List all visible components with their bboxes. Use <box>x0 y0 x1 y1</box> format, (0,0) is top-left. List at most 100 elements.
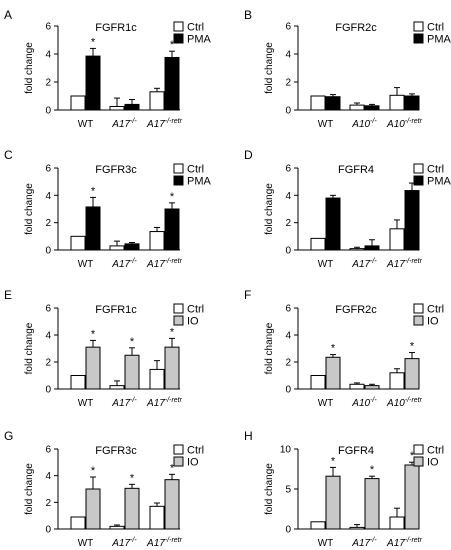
bar-pma <box>164 57 180 111</box>
category-name: WT <box>78 538 94 549</box>
bar-ctrl <box>310 521 326 530</box>
x-tick-label: A17-/-retr <box>146 397 183 409</box>
bar-pma <box>325 96 341 111</box>
bar-ctrl <box>389 94 405 111</box>
panel-letter: A <box>4 8 12 22</box>
bar-io <box>85 488 101 530</box>
legend-swatch <box>413 456 424 467</box>
significance-star: * <box>331 343 336 355</box>
bar-ctrl <box>70 235 86 251</box>
legend-swatch <box>173 303 184 314</box>
bar-pma <box>85 206 101 251</box>
bar-ctrl <box>310 237 326 251</box>
x-tick-label: WT <box>78 119 94 130</box>
category-superscript: -/-retr <box>165 537 183 544</box>
significance-star: * <box>91 185 96 197</box>
legend-swatch <box>173 444 184 455</box>
chart-title: FGFR1c <box>95 304 137 316</box>
bar-ctrl <box>109 525 125 530</box>
bar-io <box>325 356 341 390</box>
bar-ctrl <box>349 383 365 390</box>
legend-label: Ctrl <box>427 22 444 34</box>
category-name: A17 <box>386 538 405 549</box>
significance-star: * <box>91 36 96 48</box>
category-name: WT <box>318 259 334 270</box>
chart-title: FGFR2c <box>335 304 377 316</box>
significance-star: * <box>91 328 96 340</box>
x-tick-label: A10-/-retr <box>386 397 423 409</box>
significance-star: * <box>170 39 175 51</box>
category-name: WT <box>78 398 94 409</box>
category-superscript: -/- <box>370 258 377 265</box>
panel-letter: C <box>4 148 13 162</box>
bar-ctrl <box>70 95 86 111</box>
bar-io <box>404 358 420 390</box>
category-name: A17 <box>146 538 165 549</box>
x-tick-label: A10-/- <box>351 397 377 409</box>
y-tick-label: 6 <box>45 304 51 315</box>
legend-swatch <box>413 33 424 44</box>
legend-swatch <box>173 315 184 326</box>
significance-star: * <box>130 472 135 484</box>
bar-ctrl <box>109 385 125 390</box>
bar-ctrl <box>70 375 86 390</box>
bar-ctrl <box>149 505 165 530</box>
legend-label: Ctrl <box>427 164 444 176</box>
y-tick-label: 4 <box>285 50 291 61</box>
legend-label: Ctrl <box>187 445 204 457</box>
y-axis-label: fold change <box>264 42 275 94</box>
legend-swatch <box>173 33 184 44</box>
significance-star: * <box>91 465 96 477</box>
chart-title: FGFR1c <box>95 22 137 34</box>
x-tick-label: WT <box>78 538 94 549</box>
y-tick-label: 4 <box>285 191 291 202</box>
x-tick-label: WT <box>318 119 334 130</box>
legend-swatch <box>413 175 424 186</box>
legend-swatch <box>173 21 184 32</box>
bar-ctrl <box>349 526 365 530</box>
y-tick-label: 2 <box>285 218 291 229</box>
panel-letter: D <box>244 148 253 162</box>
x-tick-label: WT <box>318 259 334 270</box>
y-axis-label: fold change <box>264 183 275 235</box>
y-tick-label: 10 <box>280 445 292 456</box>
y-axis-label: fold change <box>24 183 35 235</box>
panel-letter: F <box>244 288 251 302</box>
x-tick-label: A17-/-retr <box>146 537 183 549</box>
x-tick-label: A17-/- <box>111 397 137 409</box>
bar-pma <box>404 190 420 251</box>
bar-ctrl <box>310 95 326 111</box>
significance-star: * <box>130 336 135 348</box>
x-tick-label: A17-/- <box>111 118 137 130</box>
legend-label: PMA <box>427 176 451 188</box>
bar-io <box>364 478 380 530</box>
x-tick-label: A10-/-retr <box>386 118 423 130</box>
bar-ctrl <box>149 231 165 251</box>
y-tick-label: 2 <box>45 78 51 89</box>
chart-title: FGFR4 <box>338 445 374 457</box>
category-superscript: -/- <box>130 258 137 265</box>
y-tick-label: 0 <box>45 246 51 257</box>
legend-label: Ctrl <box>187 22 204 34</box>
category-name: A17 <box>146 119 165 130</box>
significance-star: * <box>410 341 415 353</box>
legend-swatch <box>413 21 424 32</box>
category-name: A17 <box>146 259 165 270</box>
legend-label: PMA <box>187 34 212 46</box>
y-axis-label: fold change <box>24 322 35 374</box>
bar-pma <box>325 197 341 251</box>
category-superscript: -/-retr <box>405 537 423 544</box>
y-tick-label: 2 <box>285 78 291 89</box>
y-tick-label: 0 <box>285 525 291 536</box>
y-tick-label: 0 <box>285 385 291 396</box>
category-name: A17 <box>111 119 130 130</box>
y-tick-label: 0 <box>45 106 51 117</box>
bar-io <box>404 464 420 530</box>
y-tick-label: 0 <box>45 525 51 536</box>
x-tick-label: WT <box>78 259 94 270</box>
y-tick-label: 0 <box>285 106 291 117</box>
